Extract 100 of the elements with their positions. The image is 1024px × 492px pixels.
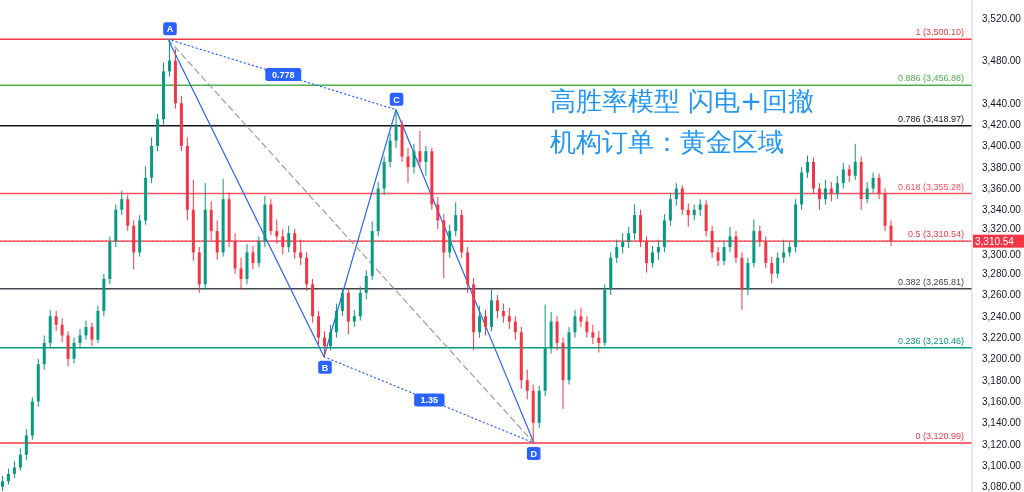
y-tick-label: 3,420.00 <box>982 119 1022 131</box>
candlestick <box>835 175 839 200</box>
candlestick <box>84 320 88 341</box>
ref-line-label: 1 (3,500.10) <box>915 27 964 38</box>
candlestick <box>633 203 637 241</box>
y-tick-label: 3,400.00 <box>982 140 1022 152</box>
ref-line-label: 0.886 (3,456.88) <box>897 73 964 84</box>
y-tick-label: 3,300.00 <box>982 248 1022 260</box>
candlestick <box>364 269 368 300</box>
data-label: B <box>321 362 329 373</box>
y-tick-label: 3,240.00 <box>982 310 1022 322</box>
ref-line-label: 0.236 (3,210.46) <box>897 335 964 346</box>
candlestick <box>668 192 672 227</box>
candlestick <box>555 315 559 351</box>
candlestick <box>120 190 124 216</box>
candlestick <box>591 324 595 345</box>
candlestick <box>656 239 660 261</box>
data-label: A <box>166 24 174 35</box>
candlestick <box>686 202 690 228</box>
candlestick <box>394 109 398 149</box>
candlestick <box>829 181 833 202</box>
y-tick-label: 3,340.00 <box>982 204 1022 216</box>
ref-line-label: 0 (3,120.99) <box>915 431 964 442</box>
candlestick <box>424 145 428 177</box>
text: 3,310.54 <box>975 235 1015 247</box>
candlestick <box>54 310 58 332</box>
ref-line-label: 0.382 (3,265.81) <box>897 276 964 287</box>
candlestick <box>615 239 619 264</box>
candlestick <box>167 38 171 78</box>
candlestick <box>823 179 827 205</box>
y-tick-label: 3,120.00 <box>982 438 1022 450</box>
candlestick <box>674 182 678 207</box>
ref-line-label: 0.5 (3,310.54) <box>907 229 964 240</box>
y-tick-label: 3,280.00 <box>982 268 1022 280</box>
candlestick <box>287 225 291 253</box>
candlestick <box>573 309 577 339</box>
candlestick <box>871 172 875 194</box>
candlestick <box>251 245 255 270</box>
candlestick <box>454 201 458 237</box>
candlestick <box>340 289 344 317</box>
candlestick <box>627 226 631 249</box>
candlestick <box>358 285 362 322</box>
y-tick-label: 3,080.00 <box>982 481 1022 492</box>
candlestick <box>501 303 505 324</box>
candlestick <box>853 143 857 181</box>
y-tick-label: 3,160.00 <box>982 395 1022 407</box>
candlestick <box>579 307 583 328</box>
y-tick-label: 3,140.00 <box>982 417 1022 429</box>
text: 机构订单：黄金区域 <box>550 127 784 157</box>
candlestick <box>484 309 488 336</box>
candlestick <box>90 322 94 347</box>
text: 高胜率模型 闪电+回撤 <box>550 86 815 116</box>
candlestick <box>418 130 422 168</box>
candlestick <box>806 154 810 179</box>
candlestick <box>412 143 416 175</box>
candlestick <box>841 162 845 189</box>
candlestick <box>621 232 625 254</box>
candlestick <box>24 428 28 461</box>
series-label: 0.778 <box>271 69 295 80</box>
candlestick <box>817 182 821 211</box>
candlestick <box>495 294 499 319</box>
candlestick <box>66 330 70 367</box>
data-label: C <box>393 94 401 105</box>
candlestick <box>334 303 338 339</box>
candlestick <box>478 305 482 339</box>
candlestick <box>448 224 452 259</box>
candlestick <box>239 257 243 291</box>
candlestick <box>650 245 654 268</box>
y-tick-label: 3,380.00 <box>982 161 1022 173</box>
candlestick <box>257 235 261 268</box>
candlestick <box>782 239 786 264</box>
candlestick <box>865 181 869 204</box>
candlestick <box>680 184 684 216</box>
candlestick <box>513 315 517 341</box>
y-tick-label: 3,100.00 <box>982 459 1022 471</box>
candlestick <box>507 307 511 330</box>
data-label: D <box>530 448 538 459</box>
candlestick <box>323 330 327 358</box>
candlestick <box>18 447 22 472</box>
y-tick-label: 3,440.00 <box>982 97 1022 109</box>
candlestick <box>776 251 780 279</box>
ref-line-label: 0.786 (3,418.97) <box>897 113 964 124</box>
y-tick-label: 3,520.00 <box>982 12 1022 24</box>
series-label: 1.35 <box>420 395 439 406</box>
candlestick <box>722 241 726 266</box>
candlestick <box>60 317 64 343</box>
candlestick <box>597 330 601 353</box>
candlestick <box>406 147 410 184</box>
y-tick-label: 3,200.00 <box>982 353 1022 365</box>
candlestick <box>436 196 440 230</box>
candlestick <box>388 132 392 168</box>
candlestick <box>877 173 881 200</box>
candlestick <box>770 256 774 284</box>
y-tick-label: 3,180.00 <box>982 374 1022 386</box>
ref-line-label: 0.618 (3,355.28) <box>897 181 964 192</box>
candlestick <box>525 369 529 400</box>
candlestick <box>716 246 720 267</box>
y-tick-label: 3,480.00 <box>982 55 1022 67</box>
candlestick <box>728 226 732 253</box>
candlestick <box>585 315 589 339</box>
